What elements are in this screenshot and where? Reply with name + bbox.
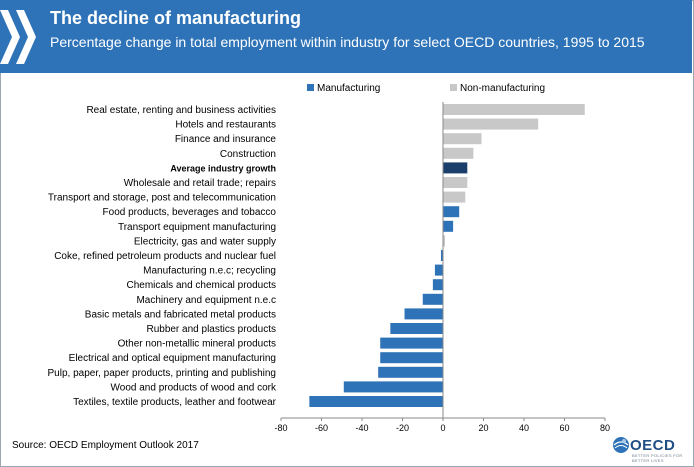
category-label: Chemicals and chemical products xyxy=(126,280,276,291)
category-label: Food products, beverages and tobacco xyxy=(103,207,277,218)
category-label: Transport equipment manufacturing xyxy=(118,222,276,233)
x-tick-label: -20 xyxy=(396,423,409,433)
bar xyxy=(309,396,443,407)
chart-subtitle: Percentage change in total employment wi… xyxy=(50,34,645,50)
category-label: Coke, refined petroleum products and nuc… xyxy=(54,251,276,262)
oecd-logo-text: OECD xyxy=(630,437,676,454)
bar xyxy=(432,279,443,291)
bar xyxy=(443,220,454,232)
header-banner: The decline of manufacturing Percentage … xyxy=(0,0,692,73)
oecd-globe-icon xyxy=(613,437,629,453)
category-label: Machinery and equipment n.e.c xyxy=(136,295,276,306)
category-label: Other non-metallic mineral products xyxy=(118,339,276,350)
chevron-logo-icon xyxy=(0,10,36,64)
bar xyxy=(443,206,460,218)
x-tick-label: 0 xyxy=(440,423,445,433)
bar xyxy=(443,177,468,188)
category-label: Electricity, gas and water supply xyxy=(134,236,276,247)
oecd-logo-tagline: BETTER POLICIES FOR BETTER LIVES xyxy=(632,453,683,463)
bar xyxy=(434,264,443,276)
category-label: Average industry growth xyxy=(170,163,276,173)
legend-swatch-non-manufacturing xyxy=(450,84,457,91)
category-label: Pulp, paper, paper products, printing an… xyxy=(48,368,277,379)
x-tick-label: -80 xyxy=(274,423,287,433)
bar xyxy=(378,366,443,378)
category-label: Transport and storage, post and telecomm… xyxy=(48,193,276,204)
category-label: Finance and insurance xyxy=(175,134,277,145)
bar xyxy=(443,147,474,159)
legend-swatch-manufacturing xyxy=(307,84,314,91)
bar xyxy=(380,352,443,364)
category-label: Wood and products of wood and cork xyxy=(111,382,277,393)
bar xyxy=(443,133,482,145)
x-tick-label: 20 xyxy=(478,423,488,433)
source-note: Source: OECD Employment Outlook 2017 xyxy=(12,440,199,451)
x-tick-label: 80 xyxy=(600,423,610,433)
bar xyxy=(404,308,443,320)
bar xyxy=(443,162,468,174)
x-tick-label: 40 xyxy=(519,423,529,433)
x-tick-label: 60 xyxy=(559,423,569,433)
category-label: Basic metals and fabricated metal produc… xyxy=(85,309,276,320)
bar xyxy=(343,381,443,393)
bar xyxy=(422,293,443,305)
category-label: Manufacturing n.e.c; recycling xyxy=(143,266,276,277)
x-tick-label: -60 xyxy=(315,423,328,433)
category-label: Wholesale and retail trade; repairs xyxy=(124,178,276,189)
x-tick-label: -40 xyxy=(355,423,368,433)
category-label: Hotels and restaurants xyxy=(175,120,276,131)
category-label: Real estate, renting and business activi… xyxy=(86,105,276,116)
category-label: Construction xyxy=(220,149,276,160)
category-label: Rubber and plastics products xyxy=(146,324,276,335)
category-label: Textiles, textile products, leather and … xyxy=(73,397,277,408)
chart-title: The decline of manufacturing xyxy=(50,8,302,28)
legend-label-manufacturing: Manufacturing xyxy=(317,83,380,94)
bar xyxy=(443,191,466,203)
category-label: Electrical and optical equipment manufac… xyxy=(69,353,276,364)
bar xyxy=(443,104,585,115)
bar xyxy=(443,235,446,247)
bar xyxy=(390,323,443,334)
bar xyxy=(440,250,443,261)
bar xyxy=(380,337,443,349)
bar xyxy=(443,118,539,130)
legend-label-non-manufacturing: Non-manufacturing xyxy=(460,83,545,94)
